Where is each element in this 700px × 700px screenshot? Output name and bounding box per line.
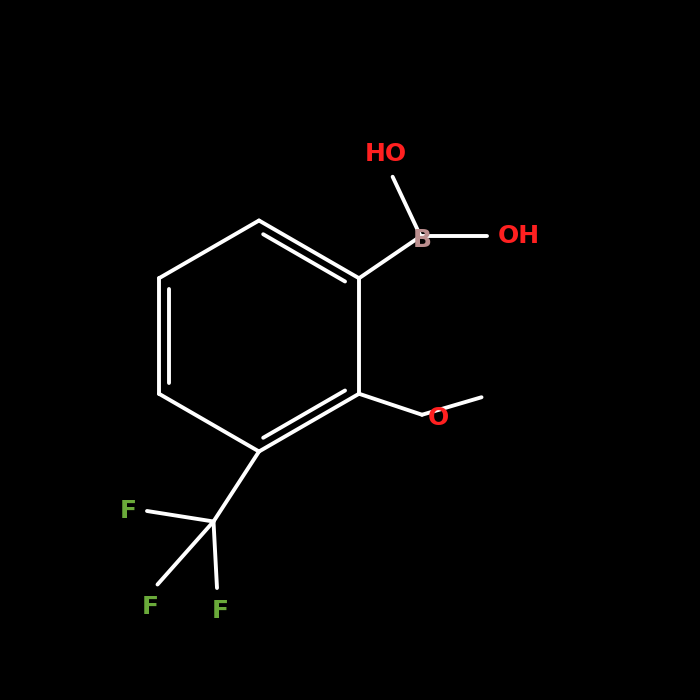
- Text: B: B: [413, 228, 432, 252]
- Text: O: O: [428, 406, 449, 430]
- Text: F: F: [212, 598, 229, 622]
- Text: F: F: [120, 499, 136, 523]
- Text: OH: OH: [498, 224, 540, 248]
- Text: F: F: [142, 595, 159, 619]
- Text: HO: HO: [365, 142, 407, 167]
